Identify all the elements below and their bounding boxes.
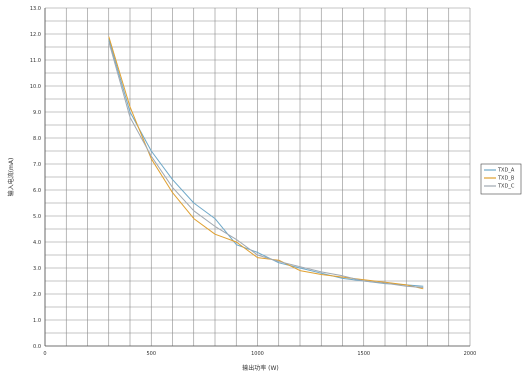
y-axis-title: 输入电流(mA): [7, 158, 15, 197]
x-tick-label: 1000: [251, 351, 264, 357]
y-tick-label: 5.0: [33, 214, 41, 220]
y-tick-label: 7.0: [33, 162, 41, 168]
y-tick-label: 1.0: [33, 318, 41, 324]
y-tick-label: 9.0: [33, 110, 41, 116]
x-axis-title: 输出功率 (W): [242, 364, 279, 372]
grid: [44, 7, 471, 347]
y-tick-label: 6.0: [33, 188, 41, 194]
y-tick-label: 13.0: [30, 6, 41, 12]
y-tick-label: 3.0: [33, 266, 41, 272]
y-tick-label: 2.0: [33, 292, 41, 298]
y-tick-label: 8.0: [33, 136, 41, 142]
legend-box: [480, 163, 522, 195]
x-tick-label: 0: [43, 351, 46, 357]
axes: 0.0 1.0 2.0 3.0 4.0 5.0 6.0 7.0 8.0 9.0 10.0 11.0 12…: [30, 6, 477, 357]
legend-label: TXD_B: [497, 176, 515, 182]
y-tick-label: 12.0: [30, 32, 41, 38]
y-tick-label: 11.0: [30, 58, 41, 64]
x-tick-label: 2000: [464, 351, 477, 357]
y-tick-label: 0.0: [33, 344, 41, 350]
x-tick-label: 1500: [357, 351, 370, 357]
series-line-txd-b: [108, 36, 424, 290]
series-lines: [108, 36, 424, 290]
legend-label: TXD_A: [497, 168, 515, 174]
series-line-txd-c: [108, 41, 424, 288]
y-tick-label: 10.0: [30, 84, 41, 90]
x-tick-label: 500: [146, 351, 156, 357]
y-tick-label: 4.0: [33, 240, 41, 246]
legend: TXD_A TXD_B TXD_C: [480, 163, 522, 195]
legend-label: TXD_C: [497, 184, 515, 190]
